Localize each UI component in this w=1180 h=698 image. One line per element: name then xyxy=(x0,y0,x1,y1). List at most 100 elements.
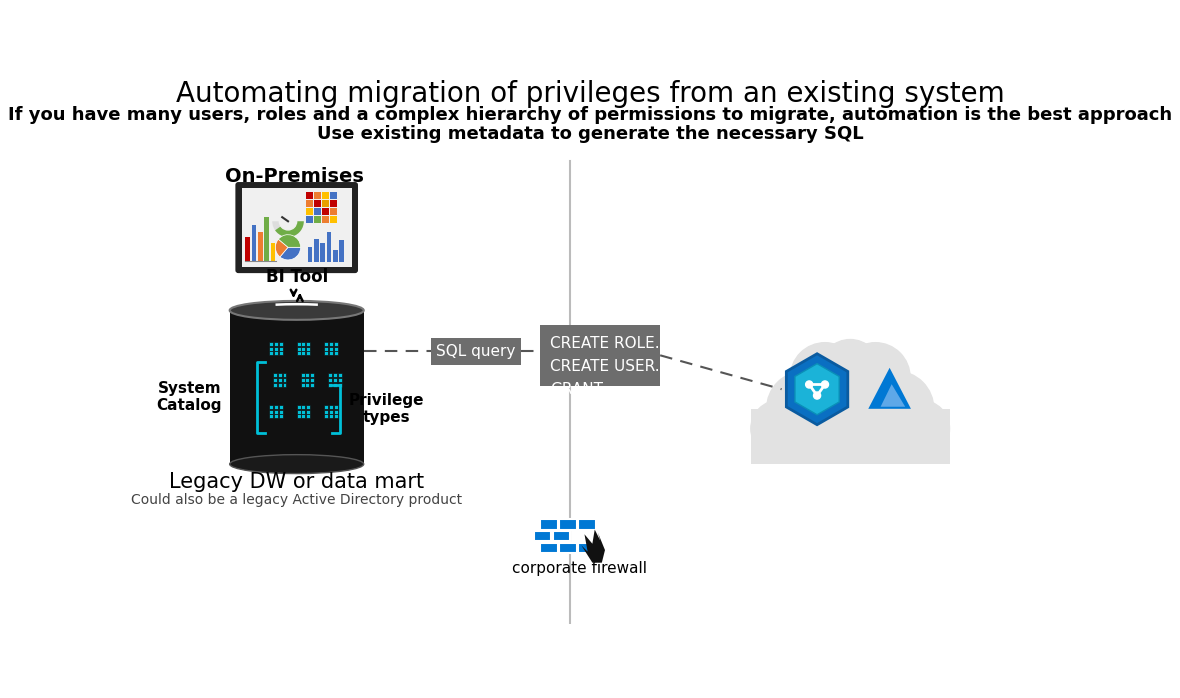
Bar xyxy=(274,410,277,414)
Bar xyxy=(282,373,287,378)
Bar xyxy=(301,342,306,346)
Bar xyxy=(301,410,306,414)
Circle shape xyxy=(893,400,950,457)
Bar xyxy=(310,373,314,378)
Bar xyxy=(314,239,319,262)
Bar xyxy=(333,383,337,387)
Bar xyxy=(750,409,950,464)
Bar xyxy=(278,410,282,414)
Text: System
Catalog: System Catalog xyxy=(157,381,222,413)
Bar xyxy=(328,373,333,378)
Bar xyxy=(320,244,325,262)
Bar xyxy=(578,519,596,530)
Bar xyxy=(296,342,301,346)
Circle shape xyxy=(806,381,813,388)
Bar xyxy=(301,383,304,387)
Bar xyxy=(277,378,282,382)
Bar xyxy=(270,244,275,260)
Bar xyxy=(306,351,310,355)
Bar xyxy=(322,192,329,199)
Circle shape xyxy=(840,343,910,412)
Bar xyxy=(306,373,309,378)
Text: On-Premises: On-Premises xyxy=(225,167,363,186)
FancyBboxPatch shape xyxy=(237,184,356,272)
Bar xyxy=(322,216,329,223)
Text: If you have many users, roles and a complex hierarchy of permissions to migrate,: If you have many users, roles and a comp… xyxy=(8,106,1172,124)
Bar xyxy=(274,347,277,350)
Polygon shape xyxy=(582,530,605,563)
Bar xyxy=(324,410,328,414)
Bar xyxy=(334,342,337,346)
Bar xyxy=(274,415,277,418)
Bar xyxy=(301,378,304,382)
Text: Privilege
types: Privilege types xyxy=(349,393,425,425)
Bar xyxy=(324,415,328,418)
Bar xyxy=(296,405,301,409)
Bar xyxy=(273,373,277,378)
Bar xyxy=(306,405,310,409)
Bar xyxy=(337,373,342,378)
Text: Could also be a legacy Active Directory product: Could also be a legacy Active Directory … xyxy=(131,493,463,507)
Bar xyxy=(306,208,313,215)
Circle shape xyxy=(821,381,828,388)
Wedge shape xyxy=(273,221,303,237)
Text: Legacy DW or data mart: Legacy DW or data mart xyxy=(169,473,425,492)
Bar xyxy=(301,351,306,355)
Text: SQL query: SQL query xyxy=(437,344,516,359)
Bar xyxy=(264,217,269,260)
Bar xyxy=(269,415,273,418)
Bar xyxy=(329,342,333,346)
Bar xyxy=(308,246,313,262)
Bar xyxy=(330,216,337,223)
Bar xyxy=(329,351,333,355)
Wedge shape xyxy=(278,235,301,247)
Bar xyxy=(559,543,577,554)
Bar xyxy=(278,347,282,350)
Bar xyxy=(274,405,277,409)
Polygon shape xyxy=(795,364,839,415)
Bar xyxy=(314,200,321,207)
Bar xyxy=(269,347,273,350)
Circle shape xyxy=(750,400,807,457)
Ellipse shape xyxy=(230,454,363,473)
Bar xyxy=(324,347,328,350)
Bar xyxy=(282,378,287,382)
Bar xyxy=(273,378,277,382)
Bar xyxy=(301,415,306,418)
Bar xyxy=(273,383,277,387)
Bar xyxy=(245,237,250,260)
Bar xyxy=(278,405,282,409)
Bar xyxy=(306,415,310,418)
Bar xyxy=(329,410,333,414)
Bar xyxy=(306,347,310,350)
Bar xyxy=(306,192,313,199)
Bar xyxy=(258,232,263,260)
Bar xyxy=(306,200,313,207)
Polygon shape xyxy=(786,354,847,424)
Bar xyxy=(334,405,337,409)
Bar xyxy=(324,405,328,409)
Bar xyxy=(301,405,306,409)
Text: BI Tool: BI Tool xyxy=(266,268,328,286)
Bar xyxy=(296,410,301,414)
Bar xyxy=(274,342,277,346)
Bar xyxy=(310,383,314,387)
Bar xyxy=(328,378,333,382)
Bar xyxy=(274,351,277,355)
Bar xyxy=(306,410,310,414)
Bar xyxy=(535,531,551,542)
Bar xyxy=(322,200,329,207)
Bar xyxy=(242,188,352,267)
Bar xyxy=(277,383,282,387)
Circle shape xyxy=(813,392,820,399)
Bar xyxy=(277,373,282,378)
Bar xyxy=(296,415,301,418)
Circle shape xyxy=(801,348,899,446)
Bar xyxy=(278,342,282,346)
Bar xyxy=(314,216,321,223)
Bar xyxy=(334,415,337,418)
Bar xyxy=(578,543,596,554)
Bar xyxy=(334,351,337,355)
Bar xyxy=(301,347,306,350)
Bar xyxy=(269,342,273,346)
